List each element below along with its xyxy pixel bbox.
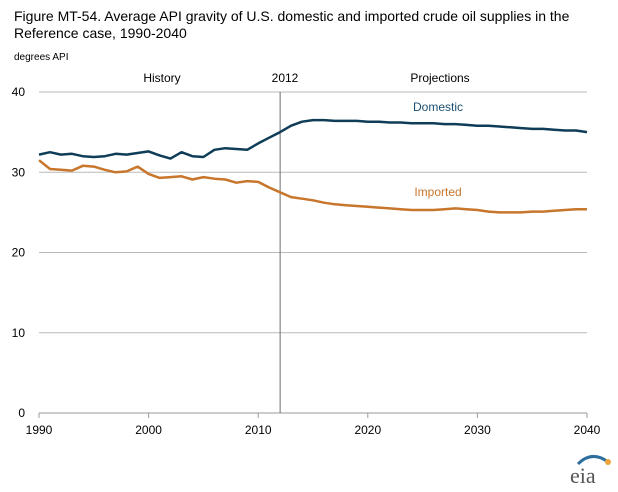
domestic-line (38, 118, 588, 160)
imported-line (38, 159, 587, 214)
gridlines (39, 91, 587, 334)
eia-logo: eia (570, 455, 611, 488)
projections-label: Projections (410, 71, 469, 85)
eia-logo-dot (605, 459, 611, 465)
x-tick-label-2010: 2010 (245, 423, 272, 437)
x-tick-label-2000: 2000 (135, 423, 162, 437)
y-tick-label-0: 0 (18, 406, 25, 420)
y-tick-label-10: 10 (12, 326, 26, 340)
divider-year-label: 2012 (272, 71, 299, 85)
y-tick-label-30: 30 (12, 165, 26, 179)
eia-logo-text: eia (570, 463, 596, 488)
y-tick-label-40: 40 (12, 85, 26, 99)
axes (38, 412, 588, 418)
chart-title: Figure MT-54. Average API gravity of U.S… (14, 8, 570, 41)
x-tick-label-2040: 2040 (574, 423, 601, 437)
x-tick-label-2030: 2030 (464, 423, 491, 437)
domestic-series-label: Domestic (413, 100, 463, 114)
x-tick-label-1990: 1990 (26, 423, 53, 437)
history-label: History (143, 71, 180, 85)
series-lines (38, 118, 588, 214)
imported-series-label: Imported (414, 185, 461, 199)
y-axis-unit-label: degrees API (14, 52, 69, 63)
eia-logo-arc (576, 455, 609, 466)
y-tick-label-20: 20 (12, 246, 26, 260)
annotations: History 2012 Projections Domestic Import… (143, 71, 469, 199)
x-tick-label-2020: 2020 (354, 423, 381, 437)
